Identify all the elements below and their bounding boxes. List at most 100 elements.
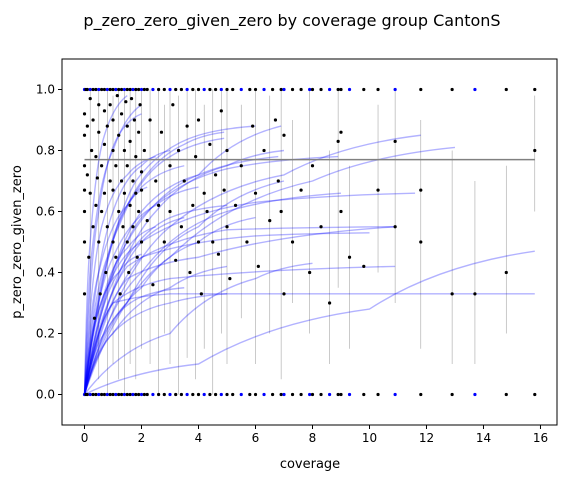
fit-curve	[84, 250, 535, 396]
data-point	[196, 240, 201, 244]
data-point-zero	[282, 392, 286, 397]
data-point	[132, 118, 136, 122]
data-point-one	[473, 87, 477, 92]
data-point-zero	[225, 392, 229, 397]
data-point	[419, 240, 423, 244]
data-point-zero	[97, 392, 101, 397]
data-point	[105, 124, 109, 128]
data-point	[128, 203, 132, 207]
data-point-zero	[102, 392, 107, 397]
fit-curve	[83, 265, 228, 395]
fit-curve	[83, 226, 396, 395]
data-point-one	[225, 87, 229, 92]
fit-curve	[83, 95, 128, 395]
data-point	[100, 209, 104, 214]
fit-curve	[83, 137, 225, 395]
data-point	[125, 240, 129, 244]
data-point-one	[179, 87, 184, 92]
x-tick-label: 4	[195, 431, 203, 445]
data-point	[139, 240, 144, 244]
data-point	[111, 148, 115, 153]
data-point-one	[393, 87, 397, 92]
data-point-zero	[145, 392, 149, 397]
data-point-one	[185, 87, 189, 92]
data-point	[114, 255, 118, 259]
data-point-zero	[128, 392, 132, 397]
data-point-one	[122, 87, 127, 92]
data-point-one	[419, 87, 423, 92]
data-point-one	[100, 87, 104, 92]
data-point	[90, 148, 94, 153]
data-point-one	[253, 87, 258, 92]
data-point	[308, 270, 312, 275]
data-point-one	[290, 87, 295, 92]
data-point-one	[134, 87, 138, 92]
data-point-zero	[91, 392, 95, 397]
data-point	[124, 100, 128, 104]
data-point-one	[174, 87, 178, 92]
data-point-zero	[114, 392, 118, 397]
data-point	[128, 139, 132, 143]
data-point-zero	[131, 392, 135, 397]
data-point-zero	[122, 392, 127, 397]
data-point-one	[111, 87, 115, 92]
data-point	[92, 316, 97, 320]
data-point-one	[533, 87, 537, 92]
data-point	[142, 148, 146, 153]
fit-curve	[83, 265, 396, 395]
data-point	[219, 109, 223, 113]
data-point	[139, 170, 144, 174]
y-tick-label: 0.6	[36, 205, 55, 219]
data-point	[88, 191, 92, 195]
data-point-zero	[117, 392, 121, 397]
data-point-one	[248, 87, 252, 92]
data-point	[91, 225, 95, 229]
x-axis: 0 2 4 6 8 10 12 14 16	[81, 425, 548, 445]
fit-curve	[83, 216, 256, 395]
data-point	[222, 188, 226, 192]
data-point	[111, 118, 115, 122]
data-point-one	[128, 87, 132, 92]
data-point	[299, 188, 303, 192]
data-point	[108, 179, 112, 183]
data-point	[134, 191, 138, 195]
data-point-one	[279, 87, 283, 92]
fit-curve	[83, 287, 185, 395]
data-point	[273, 118, 278, 122]
data-point	[473, 292, 477, 296]
data-point	[185, 124, 189, 128]
data-point-one	[270, 87, 275, 92]
data-point-zero	[270, 392, 275, 397]
data-point	[419, 188, 423, 192]
data-point	[256, 264, 260, 268]
chart-title: p_zero_zero_given_zero by coverage group…	[83, 11, 500, 31]
data-point-one	[282, 87, 286, 92]
data-point-one	[91, 87, 95, 92]
data-point-one	[450, 87, 454, 92]
data-point-one	[105, 87, 109, 92]
data-point	[450, 292, 454, 296]
data-point-zero	[134, 392, 138, 397]
data-point	[228, 277, 232, 281]
data-point-zero	[162, 392, 166, 397]
data-point	[125, 124, 129, 128]
data-point-one	[145, 87, 149, 92]
data-point-one	[336, 87, 340, 92]
data-point-zero	[347, 392, 352, 397]
data-point	[290, 240, 295, 244]
x-tick-label: 16	[533, 431, 548, 445]
data-point	[339, 209, 343, 214]
fit-curve	[83, 104, 142, 395]
x-axis-label: coverage	[280, 457, 340, 472]
data-point	[135, 255, 139, 259]
y-tick-label: 0.2	[36, 327, 55, 341]
data-point-one	[114, 87, 118, 92]
data-point	[88, 97, 92, 101]
data-point-one	[97, 87, 101, 92]
fit-curve	[83, 155, 156, 395]
data-point	[138, 103, 142, 107]
fit-curve	[83, 192, 416, 395]
fit-curve	[83, 149, 171, 395]
data-point-one	[319, 87, 323, 92]
data-point-zero	[339, 392, 343, 397]
